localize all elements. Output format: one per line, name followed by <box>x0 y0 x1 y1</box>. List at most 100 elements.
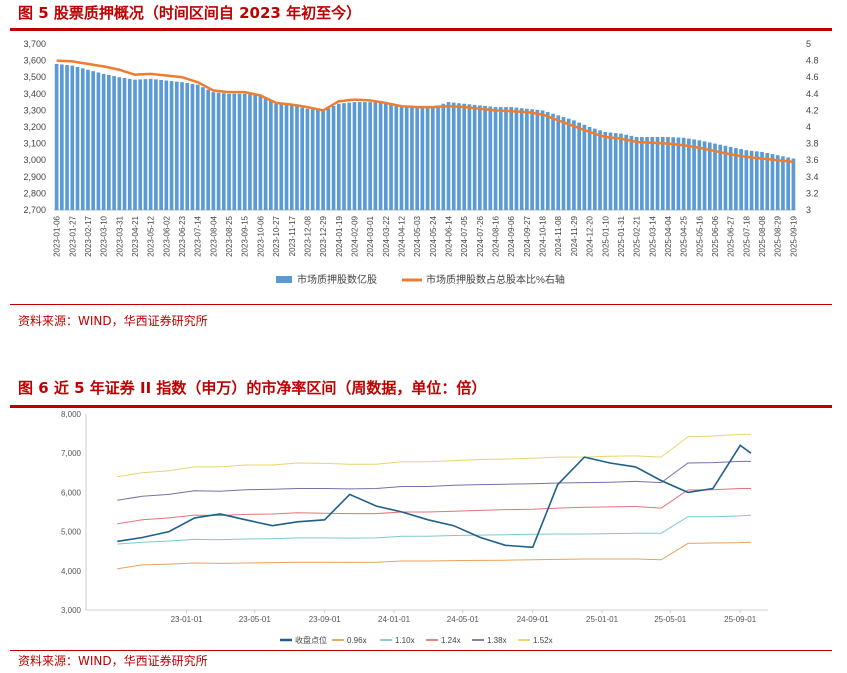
x-tick-label: 2024-05-03 <box>413 215 422 256</box>
x-tick-label: 2024-05-24 <box>429 215 438 256</box>
x-tick-label: 2025-04-25 <box>680 215 689 256</box>
x-tick-label: 2023-06-02 <box>162 215 171 256</box>
bar-pledged-shares <box>206 89 210 210</box>
bar-pledged-shares <box>431 107 435 210</box>
bar-pledged-shares <box>498 107 503 210</box>
bar-pledged-shares <box>263 98 268 210</box>
bar-pledged-shares <box>488 106 493 210</box>
right-y-tick-label: 4.2 <box>806 105 819 115</box>
figure-6-bottom-rule <box>10 650 832 651</box>
bar-pledged-shares <box>566 118 571 210</box>
bar-pledged-shares <box>211 92 216 210</box>
x-tick-label: 25-01-01 <box>586 615 619 624</box>
x-tick-label: 2024-04-12 <box>397 215 406 256</box>
bar-pledged-shares <box>650 136 655 210</box>
bar-pledged-shares <box>237 93 242 210</box>
left-y-tick-label: 2,700 <box>23 205 46 215</box>
figure-5-title: 图 5 股票质押概况（时间区间自 2023 年初至今） <box>18 4 362 22</box>
left-y-tick-label: 3,100 <box>23 139 46 149</box>
bar-pledged-shares <box>425 107 430 210</box>
x-tick-label: 2025-03-14 <box>648 215 657 256</box>
left-y-tick-label: 2,900 <box>23 172 46 182</box>
x-tick-label: 2024-11-08 <box>554 215 563 256</box>
x-tick-label: 2025-02-21 <box>633 215 642 256</box>
y-tick-label: 8,000 <box>61 410 82 419</box>
figure-6-top-rule <box>10 405 832 408</box>
series-line-138x <box>117 460 751 501</box>
x-tick-label: 2023-10-06 <box>256 215 265 256</box>
bar-pledged-shares <box>60 64 64 210</box>
line-series <box>56 59 794 164</box>
bar-pledged-shares <box>681 137 686 210</box>
x-tick-label: 2024-02-09 <box>350 215 359 256</box>
legend-bar-swatch <box>276 276 292 283</box>
bar-pledged-shares <box>420 107 425 210</box>
bar-pledged-shares <box>70 65 75 210</box>
bar-pledged-shares <box>373 102 378 210</box>
x-tick-label: 24-05-01 <box>447 615 480 624</box>
right-y-tick-label: 3.8 <box>806 139 819 149</box>
bar-pledged-shares <box>154 79 158 210</box>
bar-pledged-shares <box>185 83 190 210</box>
bar-pledged-shares <box>760 151 764 210</box>
bar-pledged-shares <box>687 138 691 210</box>
right-y-tick-label: 3.4 <box>806 172 819 182</box>
bar-pledged-shares <box>545 112 550 210</box>
legend-label: 1.24x <box>441 636 461 645</box>
bar-pledged-shares <box>702 141 707 210</box>
bar-pledged-shares <box>279 104 284 210</box>
bar-pledged-shares <box>598 130 602 210</box>
x-tick-label: 2024-11-29 <box>570 215 579 256</box>
line-series <box>117 433 752 570</box>
bar-pledged-shares <box>467 104 472 210</box>
bar-pledged-shares <box>462 103 467 210</box>
bar-pledged-shares <box>441 103 446 210</box>
bar-pledged-shares <box>101 73 106 210</box>
legend: 市场质押股数亿股 市场质押股数占总股本比%右轴 <box>276 273 565 286</box>
bar-pledged-shares <box>478 105 482 210</box>
x-tick-label: 24-01-01 <box>378 615 411 624</box>
right-y-tick-label: 3 <box>806 205 811 215</box>
left-y-tick-label: 3,700 <box>23 39 46 49</box>
bar-pledged-shares <box>592 128 597 210</box>
series-line- <box>117 444 752 549</box>
bar-pledged-shares <box>603 131 608 210</box>
left-y-tick-label: 3,400 <box>23 89 46 99</box>
x-tick-label: 2023-10-27 <box>272 215 281 256</box>
bar-pledged-shares <box>765 153 770 210</box>
bar-pledged-shares <box>122 78 127 210</box>
bar-pledged-shares <box>697 140 702 210</box>
bar-pledged-shares <box>86 69 90 210</box>
bar-pledged-shares <box>754 151 759 210</box>
x-axis-labels: 2023-01-06 2023-01-27 2023-02-17 2023-03-10… <box>53 215 799 256</box>
bar-pledged-shares <box>671 137 676 210</box>
bar-pledged-shares <box>728 146 733 210</box>
y-tick-label: 4,000 <box>61 567 82 576</box>
bar-pledged-shares <box>80 68 85 210</box>
bar-pledged-shares <box>415 107 419 210</box>
x-tick-label: 2025-08-08 <box>758 215 767 256</box>
x-tick-label: 2024-01-19 <box>335 215 344 256</box>
bar-pledged-shares <box>378 102 383 210</box>
bar-pledged-shares <box>336 103 341 210</box>
bar-pledged-shares <box>608 132 613 210</box>
x-tick-label: 23-09-01 <box>309 615 342 624</box>
x-tick-label: 25-09-01 <box>724 615 757 624</box>
y-tick-label: 3,000 <box>61 606 82 615</box>
legend: 收盘点位 0.96x 1.10x 1.24x 1.38x 1.52x <box>280 635 553 645</box>
bar-pledged-shares <box>248 94 252 210</box>
x-tick-label: 2024-03-01 <box>366 215 375 256</box>
bar-pledged-shares <box>143 79 148 211</box>
right-y-axis: 3 3.2 3.4 3.6 3.8 4 4.2 4.4 4.6 4.8 5 <box>806 39 819 215</box>
bar-pledged-shares <box>692 139 696 210</box>
x-tick-label: 24-09-01 <box>517 615 550 624</box>
x-tick-label: 2025-08-29 <box>774 215 783 256</box>
series-line-096x <box>117 541 752 570</box>
x-tick-label: 2023-06-23 <box>178 215 187 256</box>
bar-pledged-shares <box>739 149 743 210</box>
right-y-tick-label: 5 <box>806 39 811 49</box>
y-tick-label: 6,000 <box>61 488 82 497</box>
figure-5-bottom-rule <box>10 304 832 305</box>
x-tick-label: 2023-01-27 <box>68 215 77 256</box>
bar-pledged-shares <box>514 107 519 210</box>
